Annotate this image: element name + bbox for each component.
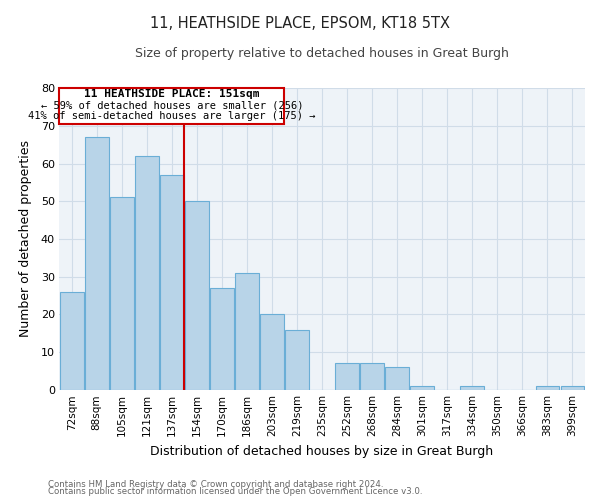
Bar xyxy=(536,386,559,390)
Text: Contains public sector information licensed under the Open Government Licence v3: Contains public sector information licen… xyxy=(48,488,422,496)
Bar xyxy=(135,156,158,390)
Bar xyxy=(460,386,484,390)
Bar xyxy=(210,288,234,390)
Bar xyxy=(335,364,359,390)
Bar xyxy=(410,386,434,390)
FancyBboxPatch shape xyxy=(59,88,284,124)
Text: 11 HEATHSIDE PLACE: 151sqm: 11 HEATHSIDE PLACE: 151sqm xyxy=(84,88,260,99)
Bar xyxy=(385,367,409,390)
Bar xyxy=(160,175,184,390)
Text: ← 59% of detached houses are smaller (256): ← 59% of detached houses are smaller (25… xyxy=(41,100,303,110)
Bar xyxy=(110,198,134,390)
Bar xyxy=(185,201,209,390)
Text: 11, HEATHSIDE PLACE, EPSOM, KT18 5TX: 11, HEATHSIDE PLACE, EPSOM, KT18 5TX xyxy=(150,16,450,31)
Bar xyxy=(560,386,584,390)
Text: Contains HM Land Registry data © Crown copyright and database right 2024.: Contains HM Land Registry data © Crown c… xyxy=(48,480,383,489)
Bar xyxy=(85,137,109,390)
Text: 41% of semi-detached houses are larger (175) →: 41% of semi-detached houses are larger (… xyxy=(28,112,316,122)
Bar xyxy=(285,330,309,390)
Y-axis label: Number of detached properties: Number of detached properties xyxy=(19,140,32,338)
X-axis label: Distribution of detached houses by size in Great Burgh: Distribution of detached houses by size … xyxy=(151,444,494,458)
Bar xyxy=(60,292,83,390)
Bar xyxy=(360,364,384,390)
Bar xyxy=(260,314,284,390)
Title: Size of property relative to detached houses in Great Burgh: Size of property relative to detached ho… xyxy=(135,48,509,60)
Bar xyxy=(235,273,259,390)
